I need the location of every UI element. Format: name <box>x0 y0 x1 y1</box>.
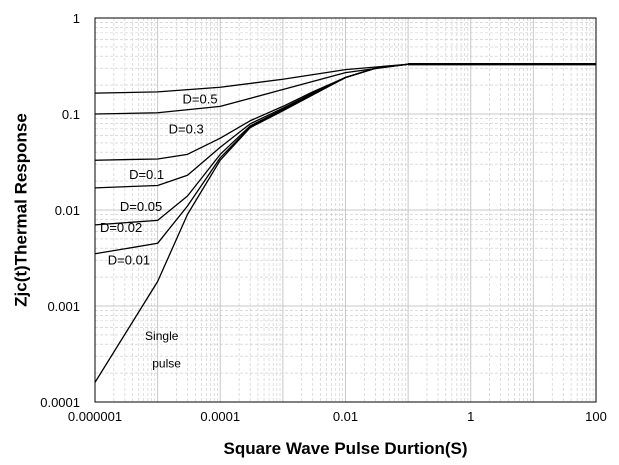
curve-label: D=0.05 <box>120 199 162 214</box>
y-tick-label: 0.0001 <box>40 395 80 410</box>
curve-label: D=0.01 <box>108 253 150 268</box>
curve-label: D=0.1 <box>129 167 164 182</box>
x-tick-label: 0.01 <box>333 409 358 424</box>
x-tick-label: 0.0001 <box>200 409 240 424</box>
y-tick-label: 0.001 <box>47 299 80 314</box>
x-tick-labels: 0.000001 0.0001 0.01 1 100 <box>68 409 607 424</box>
x-tick-label: 1 <box>467 409 474 424</box>
curve-label: D=0.5 <box>183 92 218 107</box>
plot-frame <box>94 17 597 403</box>
y-axis-title: Zjc(t)Thermal Response <box>11 113 30 307</box>
curve-label: D=0.3 <box>169 121 204 136</box>
x-tick-label: 0.000001 <box>68 409 122 424</box>
y-tick-labels: 0.0001 0.001 0.01 0.1 1 <box>40 11 80 410</box>
curve-annotations: D=0.5 D=0.3 D=0.1 D=0.05 D=0.02 D=0.01 Single p… <box>100 92 218 371</box>
curve-label: D=0.02 <box>100 220 142 235</box>
y-tick-label: 1 <box>73 11 80 26</box>
curve-label: Single <box>145 329 179 343</box>
grid <box>94 18 596 403</box>
series-layer <box>94 63 596 383</box>
y-tick-label: 0.01 <box>55 203 80 218</box>
y-tick-label: 0.1 <box>62 107 80 122</box>
x-axis-title: Square Wave Pulse Durtion(S) <box>223 439 467 458</box>
x-tick-label: 100 <box>585 409 607 424</box>
curve-label: pulse <box>152 356 181 370</box>
